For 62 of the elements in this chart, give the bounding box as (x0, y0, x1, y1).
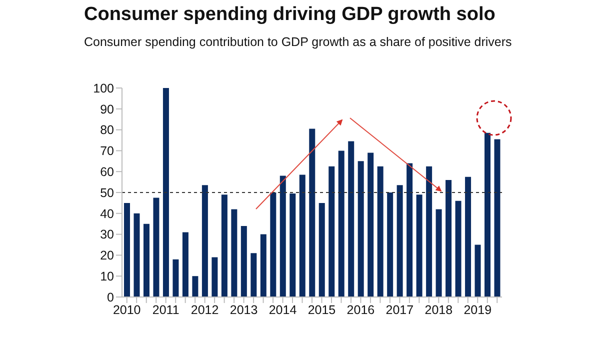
y-tick-label: 100 (93, 81, 114, 96)
x-tick-label: 2013 (230, 302, 258, 317)
bar (124, 202, 130, 297)
bar (455, 200, 462, 297)
y-tick-label: 40 (100, 206, 114, 221)
bar (474, 244, 481, 297)
bar (182, 232, 188, 297)
x-tick-label: 2017 (386, 302, 414, 317)
bar (290, 194, 296, 297)
y-tick-label: 80 (100, 123, 114, 138)
y-tick-label: 20 (100, 248, 114, 263)
chart-subtitle: Consumer spending contribution to GDP growth as a share of positive drivers (84, 35, 512, 49)
bar (162, 88, 169, 297)
bar (406, 163, 413, 297)
chart-title: Consumer spending driving GDP growth solo (84, 4, 496, 26)
x-tick-label: 2012 (190, 302, 219, 317)
bar (426, 166, 432, 297)
y-tick-label: 30 (100, 228, 114, 242)
bar (328, 166, 335, 297)
bar (172, 259, 179, 297)
bar (280, 176, 286, 297)
bar (358, 161, 364, 297)
bar (318, 202, 325, 297)
bar (134, 213, 140, 297)
bar (202, 185, 208, 297)
bar (368, 152, 374, 297)
bar (192, 276, 198, 297)
bar (260, 234, 266, 297)
bar (484, 132, 491, 297)
y-tick-label: 0 (107, 290, 114, 304)
bar (436, 209, 442, 297)
bar (387, 192, 394, 297)
bar (377, 166, 384, 297)
y-tick-label: 10 (100, 270, 114, 284)
x-tick-label: 2015 (308, 302, 336, 317)
bar (221, 194, 228, 297)
x-tick-label: 2010 (112, 302, 141, 317)
bar (212, 257, 218, 297)
bar (153, 198, 160, 297)
y-tick-label: 60 (100, 165, 114, 180)
bar (348, 141, 354, 297)
x-tick-label: 2016 (346, 302, 375, 317)
bar (240, 226, 247, 297)
x-tick-label: 2014 (268, 302, 297, 317)
bar (396, 185, 403, 297)
bar (416, 194, 422, 297)
x-tick-label: 2011 (152, 302, 180, 317)
bar (143, 224, 150, 297)
bar (446, 180, 452, 297)
y-tick-label: 50 (100, 186, 114, 200)
y-tick-label: 70 (100, 144, 114, 158)
bar (270, 192, 276, 297)
bar (494, 139, 500, 297)
x-tick-label: 2018 (424, 302, 453, 317)
bar (299, 174, 306, 297)
y-tick-label: 90 (100, 102, 114, 116)
bar (338, 150, 344, 297)
bar (231, 209, 238, 297)
bar (309, 128, 316, 297)
x-tick-label: 2019 (464, 302, 492, 317)
bar (465, 176, 472, 297)
bar (250, 253, 257, 297)
